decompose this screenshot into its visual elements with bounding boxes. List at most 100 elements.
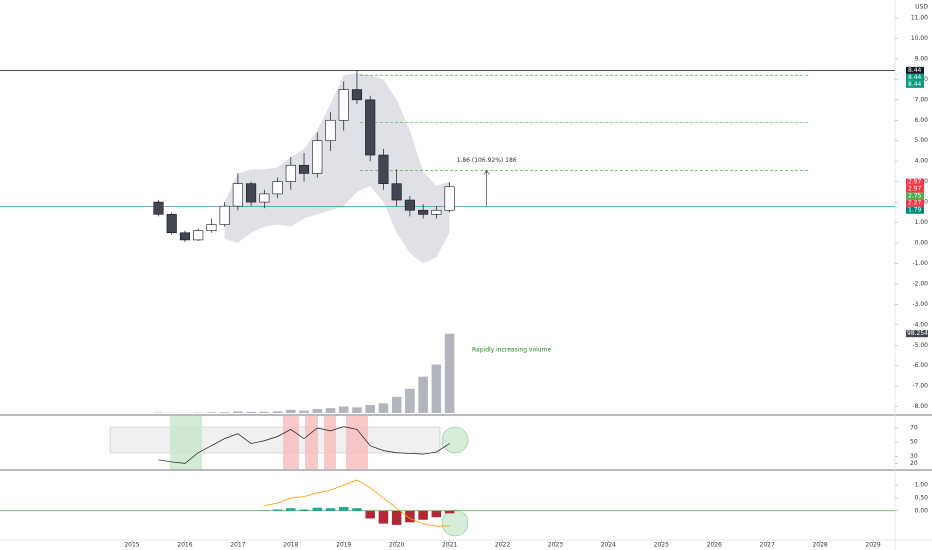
y-tick-label: -4.00 [912,321,928,328]
volume-annotation: Rapidly increasing volume [472,347,551,354]
volume-bar [418,376,428,413]
y-tick-label: -3.00 [912,301,928,308]
measure-label: 1.86 (106.92%) 186 [457,157,517,164]
y-tick-label: 0.00 [915,239,929,246]
price-badge [906,199,924,207]
candle-body [298,164,310,174]
highlight-circle [441,426,469,454]
y-tick-label: 1.00 [915,219,929,226]
volume-bar [219,412,230,413]
x-tick-label: 2020 [389,542,404,549]
macd-tick-label: 0.50 [915,494,929,501]
x-tick-label: 2015 [124,542,139,549]
macd-line [264,479,450,527]
volume-bar [312,408,323,413]
highlight [170,416,202,469]
volume-bar [233,411,243,413]
candle-body [153,201,164,215]
price-badge [906,178,924,186]
rsi-tick-label: 70 [910,425,918,432]
highlight-circle [441,509,469,537]
y-tick-label: -1.00 [912,260,928,267]
macd-hist-bar [405,510,415,523]
volume-bar [272,411,283,413]
volume-bar [365,404,375,413]
volume-bar [378,403,389,413]
macd-hist-bar [418,510,428,520]
price-badge-label: 8.44 [908,74,922,81]
x-tick-label: 2021 [442,542,457,549]
macd-hist-bar [338,506,349,511]
currency-label: USD [915,4,928,11]
macd-hist-bar [272,509,283,511]
highlight [324,416,336,469]
price-badge-label: 2.97 [908,179,922,186]
volume-bar [325,408,336,413]
candle-body [232,183,243,207]
price-badge [906,80,924,88]
macd-tick-label: 1.00 [915,482,929,489]
candle-body [338,89,349,121]
macd-tick-label: 0.00 [915,507,929,514]
macd-hist-bar [299,509,309,511]
volume-bar [431,364,442,413]
macd-hist-bar [444,510,455,514]
volume-bar [391,396,402,413]
candle-body [206,224,217,232]
x-tick-label: 2025 [654,542,669,549]
candle-body [285,164,296,182]
candle-body [272,181,283,195]
volume-bar [246,411,256,413]
candle-body [418,209,429,215]
volume-bar [206,412,217,413]
bollinger-band [224,73,450,264]
y-tick-label: -8.00 [912,403,928,410]
candle-body [166,214,177,234]
macd-hist-bar [286,508,296,511]
volume-bar [299,410,309,413]
y-tick-label: -2.00 [912,280,928,287]
x-tick-label: 2029 [865,542,880,549]
y-tick-label: -7.00 [912,383,928,390]
macd-hist-bar [259,510,270,511]
candle-body [351,89,363,101]
candle-body [431,209,442,215]
price-badge-label: 8.44 [908,81,922,88]
highlight [305,416,318,469]
y-tick-label: 11.00 [911,14,928,21]
value-badge [906,330,928,338]
volume-bar [405,388,415,413]
y-tick-label: 10.00 [911,35,928,42]
price-badge-label: 1.79 [908,207,922,214]
volume-value-label: 98.254M [907,330,932,337]
highlight [283,416,299,469]
candle-body [259,193,270,203]
x-tick-label: 2017 [230,542,245,549]
macd-hist-bar [325,508,336,511]
x-tick-label: 2026 [707,542,722,549]
x-tick-label: 2016 [177,542,192,549]
candle-body [404,199,415,211]
x-tick-label: 2023 [548,542,563,549]
x-tick-label: 2024 [601,542,616,549]
rsi-tick-label: 30 [910,453,918,460]
candle-body [312,140,323,174]
y-tick-label: -6.00 [912,362,928,369]
macd-hist-bar [352,508,362,511]
macd-hist-bar [365,510,375,519]
candle-body [378,154,389,184]
price-badge-label: 2.27 [908,200,922,207]
y-tick-label: 6.00 [915,117,929,124]
price-badge-label: 2.75 [908,193,922,200]
y-tick-label: 7.00 [915,96,929,103]
x-tick-label: 2027 [760,542,775,549]
y-tick-label: 5.00 [915,137,929,144]
macd-hist-bar [391,510,402,525]
y-tick-label: 4.00 [915,158,929,165]
arrow-head [483,169,490,175]
x-tick-label: 2018 [283,542,298,549]
x-tick-label: 2019 [336,542,351,549]
y-tick-label: 9.00 [915,55,929,62]
